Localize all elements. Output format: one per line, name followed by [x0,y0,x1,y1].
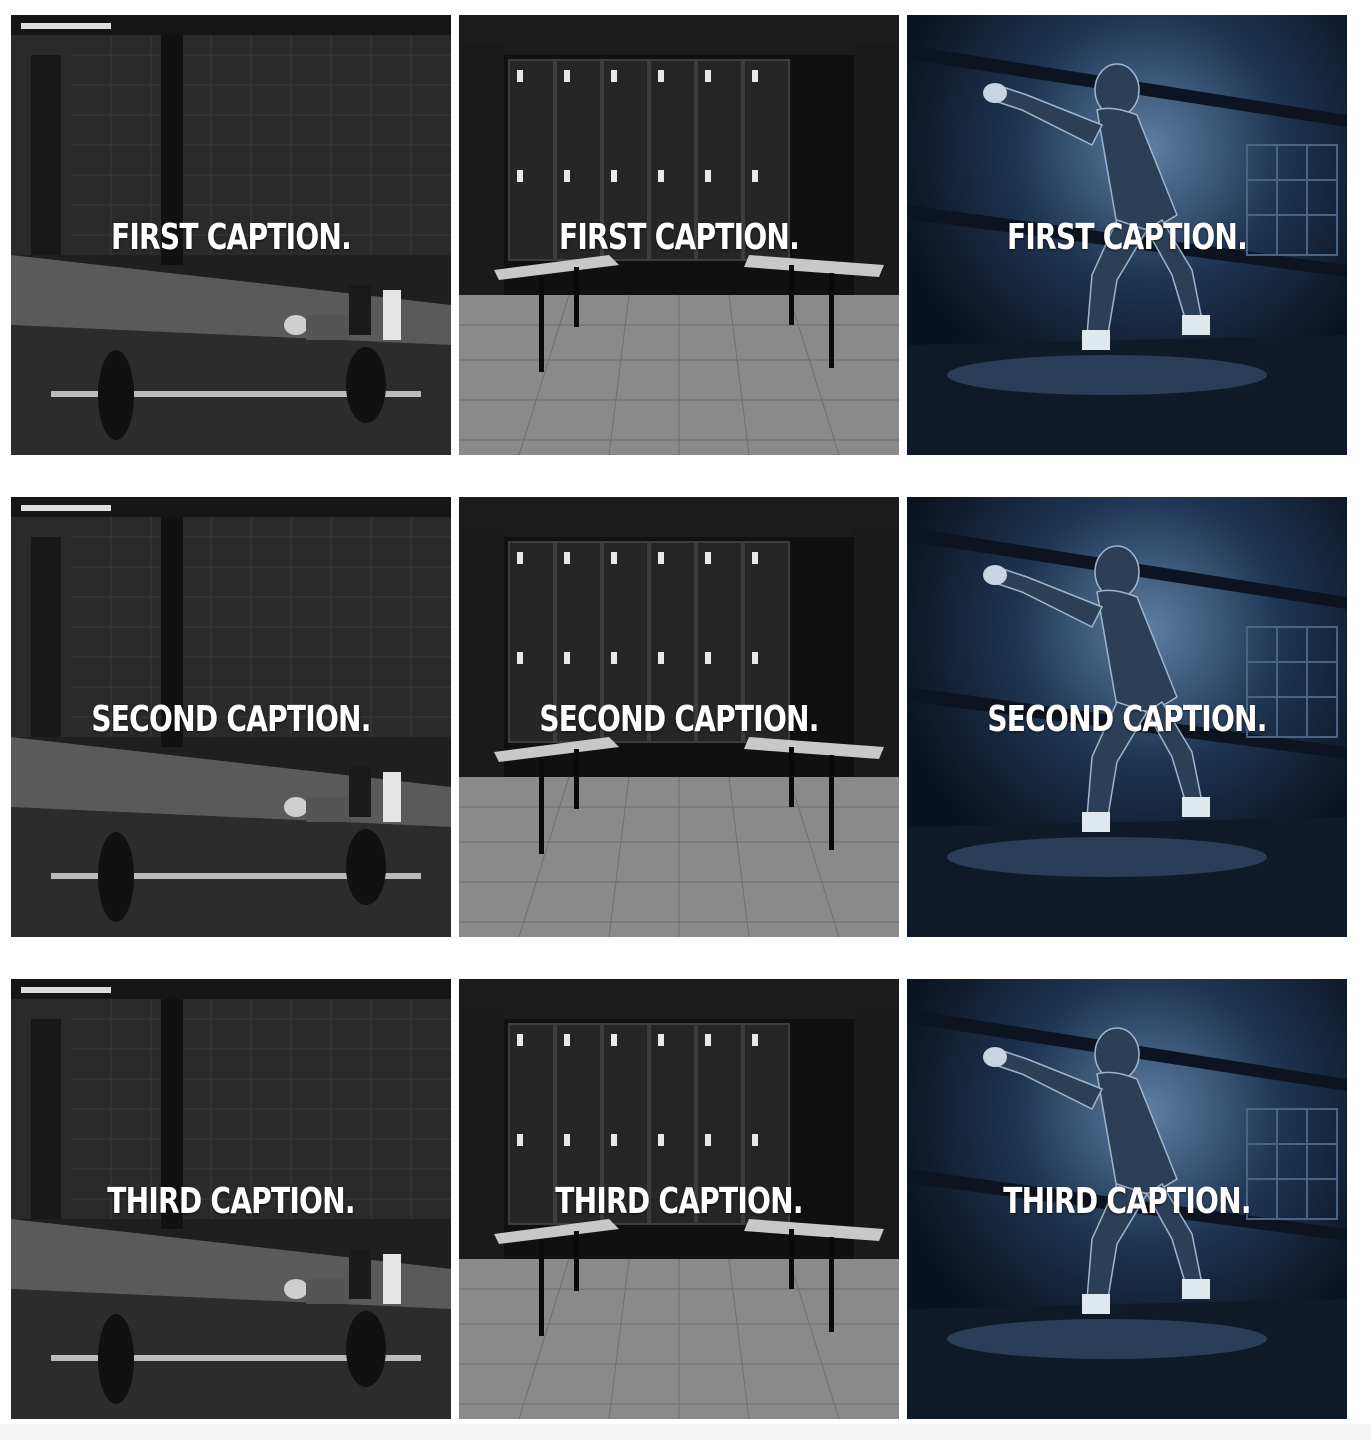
gallery-tile-locker-room[interactable]: FIRST CAPTION. [459,15,899,455]
tile-caption: SECOND CAPTION. [987,699,1267,740]
gallery-tile-boxer[interactable]: SECOND CAPTION. [907,497,1347,937]
gallery-tile-gym-floor[interactable]: THIRD CAPTION. [11,979,451,1419]
tile-caption: FIRST CAPTION. [558,217,800,258]
tile-caption: THIRD CAPTION. [107,1181,355,1222]
gallery-tile-gym-floor[interactable]: SECOND CAPTION. [11,497,451,937]
gallery-tile-boxer[interactable]: THIRD CAPTION. [907,979,1347,1419]
gallery-tile-locker-room[interactable]: THIRD CAPTION. [459,979,899,1419]
tile-caption: FIRST CAPTION. [1006,217,1248,258]
gallery-tile-boxer[interactable]: FIRST CAPTION. [907,15,1347,455]
tile-caption: THIRD CAPTION. [555,1181,803,1222]
tile-caption: THIRD CAPTION. [1003,1181,1251,1222]
tile-caption: FIRST CAPTION. [110,217,352,258]
page-bottom-edge [0,1424,1371,1440]
gallery-tile-locker-room[interactable]: SECOND CAPTION. [459,497,899,937]
gallery-tile-gym-floor[interactable]: FIRST CAPTION. [11,15,451,455]
tile-caption: SECOND CAPTION. [91,699,371,740]
tile-caption: SECOND CAPTION. [539,699,819,740]
